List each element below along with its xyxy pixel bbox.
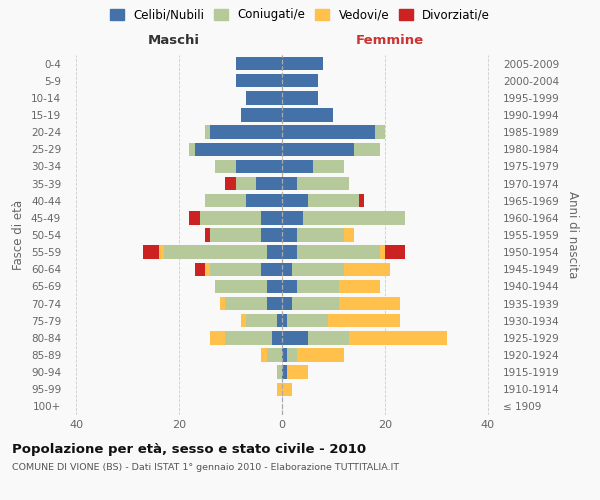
Bar — [226, 177, 236, 190]
Bar — [236, 74, 282, 88]
Bar — [190, 211, 200, 224]
Bar — [246, 91, 282, 104]
Y-axis label: Anni di nascita: Anni di nascita — [566, 192, 579, 278]
Bar — [282, 91, 318, 104]
Bar — [282, 177, 298, 190]
Bar — [241, 108, 282, 122]
Bar — [256, 177, 282, 190]
Bar — [344, 228, 354, 241]
Bar — [220, 297, 226, 310]
Bar — [215, 160, 236, 173]
Bar — [205, 126, 210, 139]
Bar — [143, 246, 158, 259]
Bar — [210, 331, 226, 344]
Bar — [282, 142, 354, 156]
Bar — [200, 211, 262, 224]
Bar — [308, 331, 349, 344]
Bar — [344, 262, 390, 276]
Bar — [282, 348, 287, 362]
Bar — [272, 331, 282, 344]
Bar — [313, 160, 344, 173]
Bar — [298, 228, 344, 241]
Bar — [266, 297, 282, 310]
Bar — [338, 297, 400, 310]
Bar — [282, 331, 308, 344]
Bar — [282, 297, 292, 310]
Bar — [287, 366, 308, 379]
Bar — [194, 262, 205, 276]
Bar — [210, 262, 262, 276]
Bar — [266, 246, 282, 259]
Bar — [205, 194, 246, 207]
Bar — [302, 211, 406, 224]
Bar — [205, 262, 210, 276]
Bar — [194, 142, 282, 156]
Bar — [359, 194, 364, 207]
Bar — [241, 314, 246, 328]
Bar — [380, 246, 385, 259]
Bar — [266, 280, 282, 293]
Bar — [282, 228, 298, 241]
Bar — [262, 211, 282, 224]
Bar — [298, 246, 380, 259]
Bar — [205, 228, 210, 241]
Bar — [287, 348, 298, 362]
Bar — [262, 262, 282, 276]
Bar — [282, 366, 287, 379]
Bar — [262, 228, 282, 241]
Bar — [277, 366, 282, 379]
Bar — [277, 382, 282, 396]
Bar — [292, 262, 344, 276]
Bar — [282, 314, 287, 328]
Bar — [338, 280, 380, 293]
Bar — [190, 142, 194, 156]
Bar — [215, 280, 266, 293]
Bar — [236, 160, 282, 173]
Bar — [210, 126, 282, 139]
Bar — [287, 314, 328, 328]
Bar — [282, 57, 323, 70]
Bar — [282, 74, 318, 88]
Bar — [282, 126, 374, 139]
Bar — [226, 331, 272, 344]
Bar — [282, 108, 334, 122]
Bar — [385, 246, 406, 259]
Text: COMUNE DI VIONE (BS) - Dati ISTAT 1° gennaio 2010 - Elaborazione TUTTITALIA.IT: COMUNE DI VIONE (BS) - Dati ISTAT 1° gen… — [12, 462, 399, 471]
Bar — [292, 297, 338, 310]
Bar — [262, 348, 266, 362]
Bar — [236, 177, 256, 190]
Bar — [277, 314, 282, 328]
Bar — [236, 57, 282, 70]
Bar — [246, 194, 282, 207]
Bar — [282, 262, 292, 276]
Bar — [298, 177, 349, 190]
Bar — [282, 160, 313, 173]
Bar — [298, 280, 338, 293]
Y-axis label: Fasce di età: Fasce di età — [13, 200, 25, 270]
Bar — [226, 297, 266, 310]
Bar — [282, 382, 292, 396]
Bar — [266, 348, 282, 362]
Legend: Celibi/Nubili, Coniugati/e, Vedovi/e, Divorziati/e: Celibi/Nubili, Coniugati/e, Vedovi/e, Di… — [110, 8, 490, 22]
Bar — [246, 314, 277, 328]
Bar — [349, 331, 446, 344]
Text: Popolazione per età, sesso e stato civile - 2010: Popolazione per età, sesso e stato civil… — [12, 442, 366, 456]
Text: Maschi: Maschi — [148, 34, 200, 48]
Bar — [158, 246, 164, 259]
Bar — [282, 246, 298, 259]
Bar — [164, 246, 266, 259]
Bar — [210, 228, 262, 241]
Bar — [298, 348, 344, 362]
Bar — [354, 142, 380, 156]
Bar — [282, 280, 298, 293]
Text: Femmine: Femmine — [356, 34, 424, 48]
Bar — [308, 194, 359, 207]
Bar — [328, 314, 400, 328]
Bar — [282, 194, 308, 207]
Bar — [374, 126, 385, 139]
Bar — [282, 211, 302, 224]
